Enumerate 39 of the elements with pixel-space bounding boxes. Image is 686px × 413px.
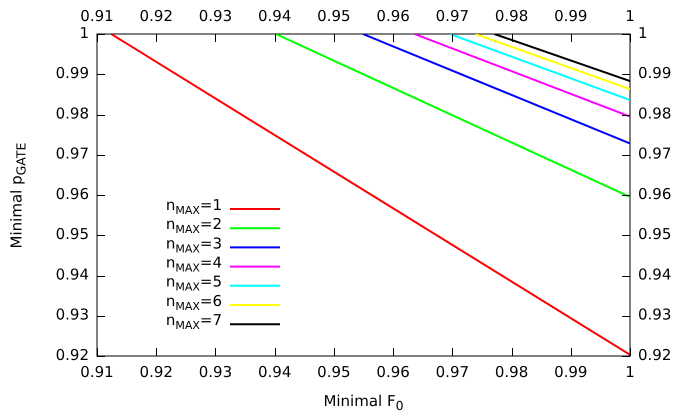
x-tick-label: 0.97 [436, 362, 470, 381]
x-axis-title: Minimal F$_{0}$ [322, 392, 405, 413]
x-tick-label: 0.95 [317, 362, 351, 381]
x-tick-label: 0.99 [554, 362, 588, 381]
x2-tick-label: 0.98 [494, 6, 528, 25]
y2-tick-label: 0.94 [638, 265, 672, 284]
x-tick-label: 1 [625, 362, 635, 381]
x2-tick-label: 0.95 [317, 6, 351, 25]
x2-tick-label: 0.94 [258, 6, 292, 25]
y2-tick-label: 0.95 [638, 225, 672, 244]
x-tick-label: 0.92 [140, 362, 173, 381]
y2-tick-label: 0.97 [638, 144, 672, 163]
x2-tick-label: 0.97 [436, 6, 470, 25]
x2-tick-label: 0.91 [80, 6, 114, 25]
y-tick-label: 0.97 [56, 144, 89, 163]
y-tick-label: 0.93 [56, 306, 89, 324]
x-tick-label: 0.94 [258, 362, 292, 381]
x-tick-label: 0.98 [494, 362, 528, 381]
x-tick-label: 0.96 [376, 362, 410, 381]
y2-tick-label: 0.99 [638, 64, 672, 82]
x2-tick-label: 1 [625, 6, 635, 25]
x2-tick-label: 0.92 [140, 6, 173, 25]
y2-tick-label: 1 [638, 24, 648, 42]
y2-tick-label: 0.92 [638, 346, 672, 364]
y-tick-label: 0.92 [56, 346, 89, 364]
y-tick-label: 0.99 [56, 64, 89, 82]
y-tick-label: 0.98 [56, 104, 89, 122]
y-tick-label: 0.94 [56, 265, 89, 284]
x2-tick-label: 0.93 [198, 6, 232, 25]
y-tick-label: 0.96 [56, 184, 89, 203]
y-tick-label: 1 [79, 24, 89, 42]
x2-tick-label: 0.99 [554, 6, 588, 25]
x2-tick-label: 0.96 [376, 6, 410, 25]
y2-tick-label: 0.96 [638, 184, 672, 203]
y2-tick-label: 0.98 [638, 104, 672, 122]
y-tick-label: 0.95 [56, 225, 89, 244]
x-tick-label: 0.91 [80, 362, 114, 381]
x-tick-label: 0.93 [198, 362, 232, 381]
y2-tick-label: 0.93 [638, 306, 672, 324]
